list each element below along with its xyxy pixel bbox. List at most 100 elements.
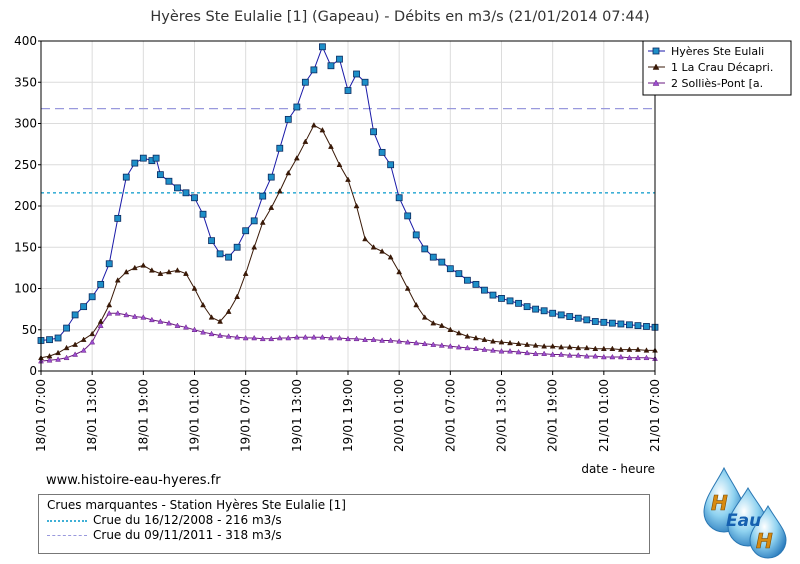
data-point — [55, 356, 61, 362]
data-point — [336, 334, 343, 341]
x-tick-label: 21/01 01:00 — [597, 379, 611, 452]
data-point — [575, 352, 582, 358]
data-point — [71, 311, 79, 319]
y-tick-label: 100 — [14, 282, 37, 296]
data-point — [379, 248, 386, 254]
data-point — [46, 357, 53, 363]
data-point — [370, 244, 377, 250]
data-point — [472, 345, 479, 351]
data-point — [123, 268, 130, 275]
data-point — [336, 161, 343, 167]
x-tick-label: 19/01 19:00 — [341, 379, 355, 452]
data-point — [600, 345, 607, 351]
data-point — [362, 336, 368, 342]
series — [38, 122, 658, 361]
data-point — [481, 336, 488, 342]
data-point — [140, 314, 147, 320]
flood-row-2008: Crue du 16/12/2008 - 216 m3/s — [47, 513, 641, 528]
data-point — [507, 339, 513, 346]
data-point — [80, 303, 88, 311]
x-axis-label: date - heure — [581, 462, 655, 476]
logo-letter-bottom: H — [756, 529, 773, 553]
data-point — [285, 169, 292, 176]
data-point — [200, 301, 206, 308]
y-tick-label: 300 — [14, 117, 37, 131]
data-point — [131, 313, 138, 319]
data-point — [139, 154, 147, 162]
data-point — [609, 345, 616, 351]
data-point — [490, 347, 496, 353]
data-point — [328, 334, 334, 341]
data-point — [88, 293, 96, 301]
data-point — [498, 294, 505, 302]
data-point — [413, 339, 420, 346]
data-point — [293, 334, 300, 340]
data-point — [131, 264, 138, 271]
data-point — [362, 235, 368, 242]
data-point — [225, 308, 232, 314]
data-point — [105, 260, 113, 268]
data-point — [634, 322, 642, 330]
data-point — [225, 253, 233, 261]
legend-marker — [652, 79, 660, 86]
flood-2008-swatch — [47, 519, 87, 522]
x-tick-labels: 18/01 07:00 18/01 13:00 18/01 19:00 19/01 0… — [34, 371, 662, 452]
logo-letter-top: H — [711, 491, 728, 515]
data-point — [515, 348, 522, 355]
data-point — [157, 270, 164, 276]
y-tick-label: 350 — [14, 75, 37, 89]
site-url[interactable]: www.histoire-eau-hyeres.fr — [46, 473, 221, 488]
legend-marker — [652, 47, 660, 55]
data-point — [472, 334, 479, 341]
data-point — [148, 267, 155, 273]
data-point — [72, 351, 79, 357]
y-tick-labels: 0 50 100 150 200 250 300 350 400 — [14, 34, 41, 378]
data-point — [242, 334, 249, 341]
data-point — [200, 329, 206, 335]
data-point — [549, 343, 556, 349]
data-point — [370, 336, 377, 342]
data-point — [267, 173, 275, 181]
data-point — [293, 103, 301, 111]
legend: Hyères Ste Eulali 1 La Crau Décapri. 2 Sol… — [642, 40, 792, 96]
data-point — [114, 277, 121, 283]
data-point — [327, 62, 335, 70]
flood-2011-swatch — [47, 535, 87, 536]
data-point — [80, 336, 87, 342]
data-point — [455, 329, 462, 336]
data-point — [148, 316, 155, 323]
data-point — [233, 243, 241, 251]
data-point — [242, 227, 250, 235]
data-point — [600, 318, 608, 326]
data-point — [575, 344, 582, 351]
data-point — [626, 321, 633, 329]
data-point — [566, 343, 573, 350]
data-point — [566, 313, 574, 320]
data-point — [131, 159, 139, 167]
data-point — [344, 87, 352, 94]
data-point — [284, 115, 292, 123]
data-point — [361, 78, 369, 86]
data-point — [191, 194, 198, 202]
data-point — [464, 333, 471, 339]
x-tick-label: 20/01 01:00 — [392, 379, 406, 452]
x-tick-label: 21/01 07:00 — [648, 379, 662, 452]
data-point — [165, 268, 172, 275]
notable-floods-title: Crues marquantes - Station Hyères Ste Eu… — [47, 498, 346, 512]
legend-box — [642, 40, 792, 96]
data-point — [310, 66, 318, 74]
data-point — [182, 189, 190, 197]
data-point — [438, 342, 445, 348]
data-point — [319, 126, 326, 133]
data-point — [524, 341, 531, 347]
data-point — [174, 267, 181, 273]
data-point — [63, 324, 70, 332]
data-point — [532, 350, 539, 356]
data-point — [114, 310, 121, 316]
data-point — [447, 326, 454, 332]
data-point — [106, 301, 113, 308]
data-point — [558, 351, 565, 357]
data-point — [234, 334, 241, 340]
notable-floods-box: Crues marquantes - Station Hyères Ste Eu… — [38, 494, 650, 554]
threshold-lines — [41, 108, 655, 194]
